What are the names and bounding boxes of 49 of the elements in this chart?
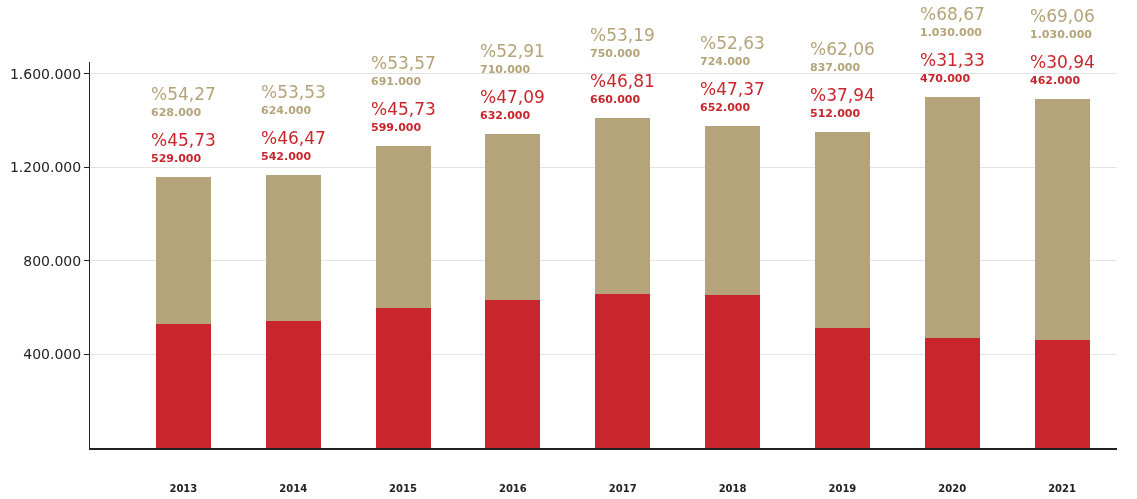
text: %69,06 1.030.000	[1030, 6, 1095, 41]
bar	[485, 300, 541, 448]
bar	[924, 97, 980, 339]
annotation: %53,53 624.000	[261, 82, 326, 117]
annotation: %30,94 462.000	[1030, 52, 1095, 87]
text: %53,19 750.000	[590, 25, 655, 60]
bar	[1034, 339, 1090, 448]
y-tick-label: 1.200.000	[9, 159, 82, 176]
annotation: %46,47 542.000	[261, 128, 326, 163]
x-tick-label: 2021	[1048, 482, 1077, 494]
x-tick-label: 2016	[498, 482, 527, 494]
x-tick-label: 2020	[938, 482, 967, 494]
bar	[375, 146, 431, 308]
annotation: %62,06 837.000	[810, 39, 875, 74]
annotation: %31,33 470.000	[920, 50, 985, 85]
bar	[1034, 98, 1090, 340]
text: %68,67 1.030.000	[920, 4, 985, 39]
annotation: %37,94 512.000	[810, 85, 875, 120]
bar	[155, 177, 211, 325]
bar	[814, 132, 870, 329]
y-tick-label: 400.000	[23, 346, 82, 363]
x-tick-label: 2014	[279, 482, 308, 494]
annotation: %53,57 691.000	[371, 53, 436, 88]
bar	[595, 118, 651, 294]
bar	[485, 134, 541, 301]
annotation: %47,37 652.000	[700, 79, 765, 114]
annotation: %46,81 660.000	[590, 71, 655, 106]
y-tick-label: 800.000	[23, 252, 82, 269]
bar	[814, 328, 870, 448]
bar	[705, 126, 761, 296]
bar	[265, 175, 321, 322]
annotation: %52,91 710.000	[480, 41, 545, 76]
bar	[705, 295, 761, 448]
bar	[155, 324, 211, 448]
x-tick-label: 2018	[718, 482, 747, 494]
x-tick-label: 2017	[608, 482, 637, 494]
bar	[924, 338, 980, 448]
bar	[265, 321, 321, 448]
annotation: %45,73 599.000	[371, 99, 436, 134]
bar	[375, 307, 431, 448]
annotation: %47,09 632.000	[480, 87, 545, 122]
y-tick-label: 1.600.000	[9, 65, 82, 82]
x-tick-label: 2013	[169, 482, 198, 494]
bar	[595, 293, 651, 448]
x-tick-label: 2019	[828, 482, 857, 494]
annotation: %54,27 628.000	[151, 84, 216, 119]
annotation: %52,63 724.000	[700, 33, 765, 68]
x-tick-label: 2015	[389, 482, 417, 494]
annotation: %45,73 529.000	[151, 130, 216, 165]
